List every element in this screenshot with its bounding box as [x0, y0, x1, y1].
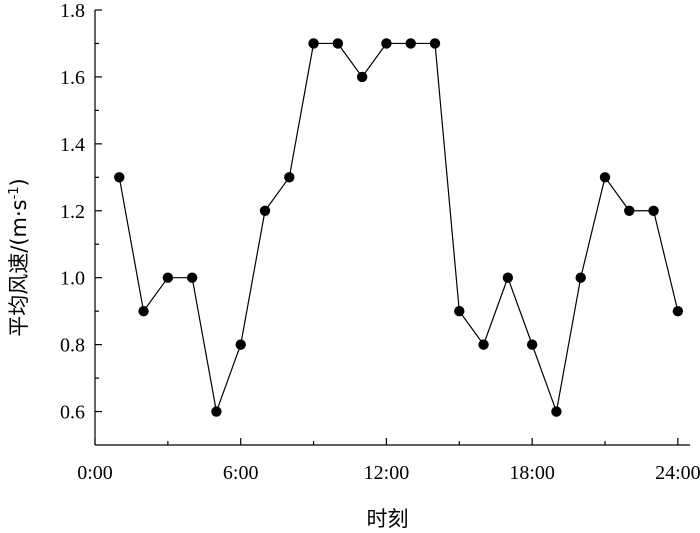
y-tick-label: 1.4	[60, 134, 85, 156]
data-point	[235, 339, 246, 350]
x-tick-label: 18:00	[509, 462, 555, 484]
data-point	[381, 38, 392, 49]
series-line	[118, 42, 679, 414]
x-tick-label: 12:00	[364, 462, 410, 484]
data-point	[478, 339, 489, 350]
y-axis-title: 平均风速/(m·s-1)	[7, 178, 31, 337]
data-point	[672, 305, 684, 317]
data-point	[599, 172, 611, 183]
data-point	[502, 272, 514, 283]
y-tick-label: 1.8	[60, 0, 85, 22]
x-tick-label: 6:00	[223, 462, 259, 484]
data-point	[162, 272, 174, 283]
y-axis-title-superscript: -1	[7, 186, 22, 199]
data-point	[575, 272, 586, 283]
data-point	[624, 205, 635, 216]
data-point	[114, 172, 125, 183]
data-point	[648, 205, 659, 216]
axes	[94, 10, 690, 446]
x-tick-label: 24:00	[655, 462, 700, 484]
data-point	[429, 38, 441, 49]
data-point	[332, 38, 344, 49]
data-point	[551, 406, 562, 417]
data-point	[284, 172, 295, 183]
y-tick-label: 1.6	[60, 67, 85, 89]
data-point	[259, 205, 271, 216]
x-tick-label: 0:00	[77, 462, 113, 484]
ticks	[94, 9, 679, 445]
data-point	[308, 38, 319, 49]
tick-labels: 0.6 0.8 1.0 1.2 1.4 1.6 1.8 0:00 6:00 12:00 18:00 2…	[60, 0, 700, 484]
data-point	[526, 339, 538, 350]
data-point	[356, 71, 368, 83]
data-point	[211, 406, 222, 417]
data-point	[138, 305, 149, 317]
y-tick-label: 1.2	[60, 201, 85, 223]
data-point	[454, 305, 465, 317]
data-point	[405, 38, 416, 49]
y-axis-title-main: 平均风速/(m·s	[7, 199, 31, 336]
y-tick-label: 0.6	[60, 402, 85, 424]
y-axis-title-close: )	[7, 178, 31, 186]
y-tick-label: 0.8	[60, 335, 85, 357]
x-axis-title: 时刻	[367, 507, 409, 531]
data-point	[186, 272, 198, 283]
y-tick-label: 1.0	[60, 268, 85, 290]
series	[114, 38, 684, 417]
